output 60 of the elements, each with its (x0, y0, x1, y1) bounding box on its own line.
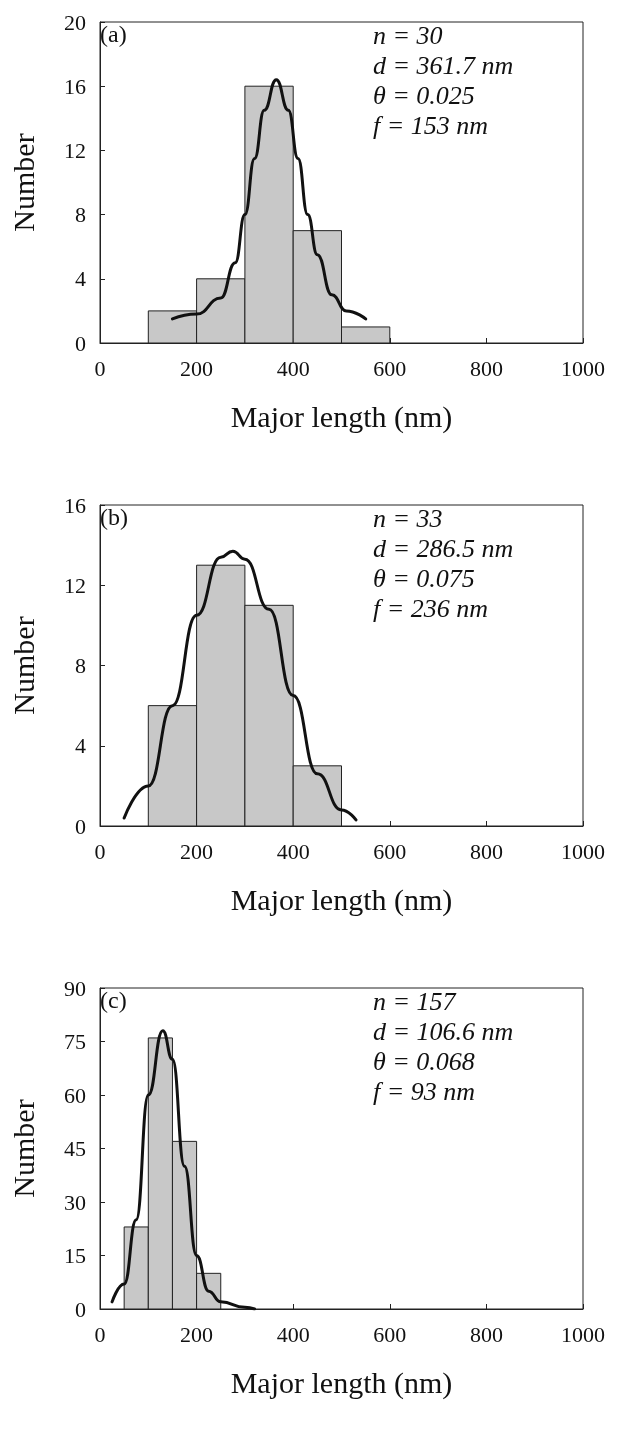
x-tick-label: 1000 (561, 355, 605, 381)
y-axis-title: Number (6, 1099, 40, 1198)
y-tick-label: 0 (75, 1296, 86, 1322)
x-tick-label: 400 (276, 355, 310, 381)
x-tick-label: 800 (469, 838, 503, 864)
annotation: θ = 0.068 (373, 1046, 475, 1076)
annotation: d = 286.5 nm (373, 533, 514, 563)
x-tick-label: 400 (276, 838, 310, 864)
annotation: (c) (100, 987, 127, 1013)
y-axis-title: Number (6, 616, 40, 715)
annotation: n = 30 (373, 20, 443, 50)
y-tick-label: 12 (64, 572, 86, 598)
y-tick-label: 8 (75, 202, 86, 228)
y-tick-label: 16 (64, 492, 86, 518)
x-tick-label: 0 (94, 1321, 106, 1347)
x-tick-label: 1000 (561, 838, 605, 864)
annotation: (a) (100, 21, 127, 47)
line-series (122, 549, 358, 822)
x-tick-label: 0 (94, 838, 106, 864)
line-series (170, 78, 368, 321)
x-tick-label: 800 (469, 355, 503, 381)
y-tick-label: 60 (64, 1082, 86, 1108)
x-tick-label: 200 (180, 1321, 214, 1347)
y-axis-title: Number (6, 133, 40, 232)
y-tick-label: 4 (75, 733, 86, 759)
y-tick-label: 0 (75, 813, 86, 839)
x-tick-label: 400 (276, 1321, 310, 1347)
x-tick-label: 600 (373, 355, 407, 381)
y-tick-label: 12 (64, 137, 86, 163)
y-tick-label: 15 (64, 1243, 86, 1268)
y-tick-label: 4 (75, 266, 86, 292)
x-tick-label: 200 (180, 838, 214, 864)
y-tick-label: 8 (75, 653, 86, 678)
x-axis-title: Major length (nm) (230, 399, 453, 434)
y-tick-label: 20 (64, 9, 86, 35)
annotation: (b) (100, 504, 128, 530)
x-tick-label: 800 (469, 1321, 503, 1347)
y-tick-label: 30 (64, 1189, 86, 1215)
x-tick-label: 200 (180, 355, 214, 381)
y-tick-label: 45 (64, 1136, 86, 1161)
x-axis-title: Major length (nm) (230, 1365, 453, 1400)
x-tick-label: 600 (373, 838, 407, 864)
y-tick-label: 90 (64, 975, 86, 1001)
x-tick-label: 0 (94, 355, 106, 381)
x-axis-title: Major length (nm) (230, 882, 453, 917)
annotation: θ = 0.025 (373, 80, 475, 110)
annotation: θ = 0.075 (373, 563, 475, 593)
y-tick-label: 75 (64, 1029, 86, 1054)
x-tick-label: 600 (373, 1321, 407, 1347)
annotation: d = 106.6 nm (373, 1016, 514, 1046)
annotation: f = 93 nm (373, 1076, 476, 1106)
annotation: f = 153 nm (373, 110, 489, 140)
annotation: n = 33 (373, 503, 443, 533)
annotation: f = 236 nm (373, 593, 489, 623)
x-tick-label: 1000 (561, 1321, 605, 1347)
y-tick-label: 0 (75, 330, 86, 356)
line-series (110, 1029, 257, 1311)
annotation: n = 157 (373, 986, 457, 1016)
y-tick-label: 16 (64, 73, 86, 99)
annotation: d = 361.7 nm (373, 50, 514, 80)
